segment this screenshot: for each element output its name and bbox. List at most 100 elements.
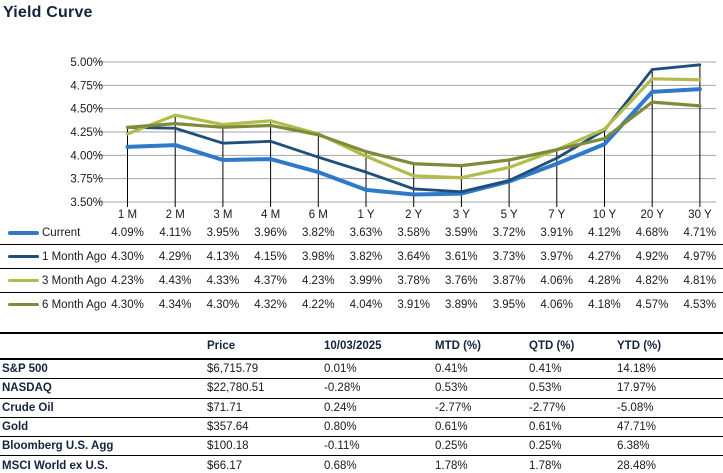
x-axis-tick-label: 10 Y — [593, 209, 617, 221]
yield-table-row: 3 Month Ago 4.23% 4.43% 4.33% 4.37% 4.23% 3.99… — [0, 268, 723, 292]
yield-value-table: Current 4.09% 4.11% 3.95% 3.96% 3.82% 3.63% 3.5… — [0, 221, 723, 316]
yield-value: 3.82% — [349, 250, 383, 263]
y-axis-tick-label: 3.50% — [70, 197, 103, 209]
x-axis-tick-label: 1 M — [118, 209, 137, 221]
yield-value: 4.28% — [588, 274, 621, 287]
yield-value: 4.27% — [588, 250, 621, 263]
x-axis-tick-label: 4 M — [261, 209, 280, 221]
y-axis-tick-label: 3.75% — [70, 174, 103, 186]
market-date: 0.24% — [324, 401, 357, 414]
market-table-row: S&P 500 $6,715.79 0.01% 0.41% 0.41% 14.18% — [0, 360, 723, 380]
yield-value: 4.30% — [206, 298, 240, 311]
yield-value: 3.91% — [397, 298, 430, 311]
yield-value: 3.96% — [254, 226, 287, 239]
yield-curve-chart: 5.00% 4.75% 4.50% 4.25% 4.00% 3.75% 3.50% 1 M 2 … — [70, 57, 716, 221]
market-price: $22,780.51 — [207, 382, 265, 395]
yield-value: 3.63% — [349, 226, 383, 239]
market-price: $357.64 — [207, 421, 249, 434]
yield-value: 4.92% — [635, 250, 669, 263]
market-table-row: MSCI World ex U.S. $66.17 0.68% 1.78% 1.78% 2… — [0, 456, 723, 473]
yield-table-row: Current 4.09% 4.11% 3.95% 3.96% 3.82% 3.63% 3.5… — [0, 221, 723, 244]
series-name: 6 Month Ago — [42, 298, 107, 311]
market-table-row: Crude Oil $71.71 0.24% -2.77% -2.77% -5.08% — [0, 399, 723, 418]
market-table-row: NASDAQ $22,780.51 -0.28% 0.53% 0.53% 17.97% — [0, 379, 723, 399]
legend-line-swatch — [8, 279, 39, 282]
market-date: 0.01% — [324, 363, 357, 376]
yield-value: 3.64% — [397, 250, 430, 263]
x-axis-tick-label: 5 Y — [501, 209, 518, 221]
yield-value: 4.06% — [540, 298, 574, 311]
yield-value: 3.59% — [445, 226, 478, 239]
y-axis-tick-label: 4.75% — [70, 80, 103, 92]
yield-value: 3.61% — [445, 250, 478, 263]
yield-value: 4.57% — [635, 298, 669, 311]
market-ytd: 14.18% — [617, 363, 657, 376]
x-axis-tick-label: 3 Y — [453, 209, 470, 221]
market-table-header-qtd: QTD (%) — [529, 340, 575, 352]
market-label: Crude Oil — [2, 401, 54, 414]
yield-value: 4.04% — [349, 298, 383, 311]
yield-value: 3.78% — [397, 274, 430, 287]
yield-value: 3.72% — [492, 226, 526, 239]
market-ytd: 47.71% — [617, 421, 657, 434]
yield-value: 4.37% — [254, 274, 287, 287]
yield-value: 4.81% — [683, 274, 717, 287]
market-table-header-ytd: YTD (%) — [617, 340, 662, 352]
y-axis-tick-label: 4.25% — [70, 127, 103, 139]
market-price: $6,715.79 — [207, 363, 259, 376]
market-table-header-row: Price 10/03/2025 MTD (%) QTD (%) YTD (%) — [0, 334, 723, 360]
yield-value: 4.23% — [111, 274, 144, 287]
yield-value: 4.30% — [111, 250, 144, 263]
yield-value: 4.32% — [254, 298, 287, 311]
market-table-header-date: 10/03/2025 — [324, 340, 382, 352]
market-qtd: -2.77% — [529, 401, 566, 414]
market-price: $100.18 — [207, 440, 249, 453]
yield-value: 4.43% — [158, 274, 192, 287]
market-table-header-mtd: MTD (%) — [435, 340, 481, 352]
yield-value: 4.23% — [301, 274, 335, 287]
market-ytd: -5.08% — [617, 401, 654, 414]
yield-value: 4.13% — [206, 250, 240, 263]
market-label: Bloomberg U.S. Agg — [2, 440, 114, 453]
yield-value: 4.06% — [540, 274, 574, 287]
market-mtd: 0.41% — [435, 363, 468, 376]
series-name: Current — [42, 226, 81, 239]
legend-entry: 6 Month Ago — [0, 298, 107, 311]
yield-value: 3.58% — [397, 226, 430, 239]
yield-value: 4.18% — [588, 298, 621, 311]
yield-value: 3.97% — [540, 250, 574, 263]
yield-value: 3.98% — [301, 250, 335, 263]
yield-table-row: 1 Month Ago 4.30% 4.29% 4.13% 4.15% 3.98% 3.82… — [0, 244, 723, 268]
y-axis-tick-label: 4.50% — [70, 104, 103, 116]
market-qtd: 0.53% — [529, 382, 562, 395]
market-qtd: 0.41% — [529, 363, 562, 376]
yield-value: 4.68% — [635, 226, 669, 239]
yield-value: 4.11% — [159, 226, 192, 239]
market-price: $71.71 — [207, 401, 243, 414]
market-mtd: 0.53% — [435, 382, 468, 395]
market-qtd: 0.25% — [529, 440, 562, 453]
yield-value: 3.91% — [540, 226, 574, 239]
yield-value: 3.73% — [492, 250, 526, 263]
legend-line-swatch — [8, 303, 39, 306]
x-axis-tick-label: 6 M — [309, 209, 328, 221]
legend-line-swatch — [8, 230, 39, 235]
x-axis-tick-label: 2 Y — [405, 209, 422, 221]
market-table-header-price: Price — [207, 340, 236, 352]
market-table-row: Gold $357.64 0.80% 0.61% 0.61% 47.71% — [0, 418, 723, 438]
x-axis-tick-label: 1 Y — [357, 209, 374, 221]
market-mtd: 0.61% — [435, 421, 468, 434]
market-label: NASDAQ — [2, 382, 52, 395]
market-performance-table: Price 10/03/2025 MTD (%) QTD (%) YTD (%) S&P … — [0, 332, 723, 473]
yield-value: 3.76% — [445, 274, 478, 287]
yield-value: 4.22% — [301, 298, 335, 311]
market-mtd: 1.78% — [435, 459, 468, 472]
yield-value: 4.97% — [683, 250, 717, 263]
market-table-row: Bloomberg U.S. Agg $100.18 -0.11% 0.25% 0.25… — [0, 437, 723, 457]
market-date: -0.11% — [324, 440, 360, 453]
yield-value: 4.82% — [635, 274, 669, 287]
yield-value: 3.95% — [492, 298, 526, 311]
market-label: Gold — [2, 421, 29, 434]
series-name: 1 Month Ago — [42, 250, 107, 263]
